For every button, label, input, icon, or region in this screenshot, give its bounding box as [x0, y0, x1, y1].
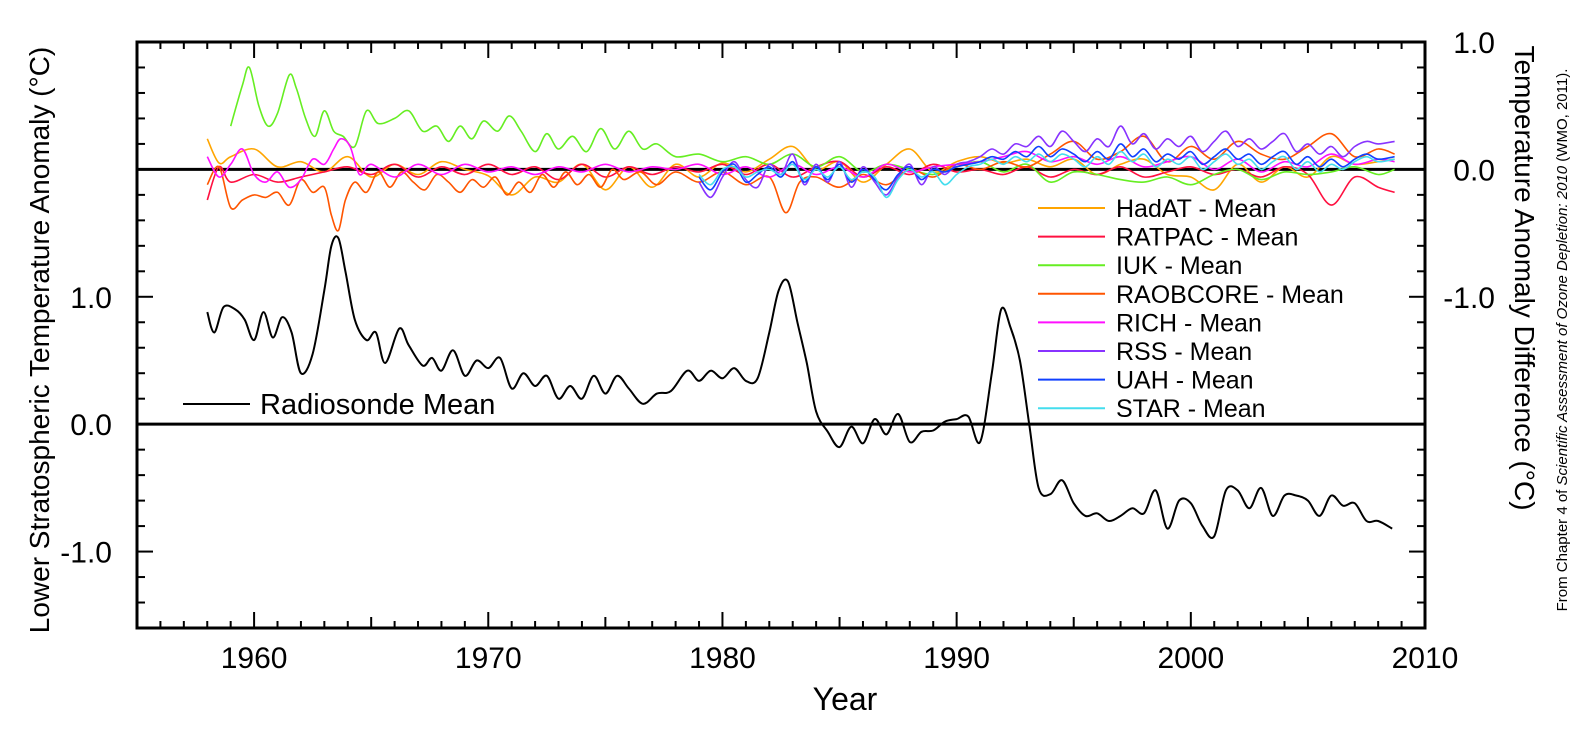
legend-label-star: STAR - Mean: [1116, 395, 1266, 423]
credit-prefix: From Chapter 4 of: [1554, 485, 1571, 611]
y-axis-right-label: Temperature Anomaly Difference (°C): [1509, 45, 1540, 510]
x-tick-label: 2000: [1157, 642, 1224, 675]
y-axis-left-label: Lower Stratospheric Temperature Anomaly …: [24, 47, 55, 633]
series-line-ratpac: [206, 160, 1395, 206]
legend-radiosonde-label: Radiosonde Mean: [260, 389, 495, 421]
series-line-rss: [698, 125, 1395, 199]
x-tick-label: 2010: [1392, 642, 1459, 675]
series-line-rich: [206, 137, 1395, 189]
legend-label-uah: UAH - Mean: [1116, 367, 1254, 395]
radiosonde-series-line: [206, 235, 1393, 539]
x-tick-label: 1990: [923, 642, 990, 675]
series-line-radiosonde-mean: [206, 235, 1393, 539]
plot-area: [135, 40, 1427, 630]
y-left-tick-label: -1.0: [60, 537, 112, 570]
series-line-hadat: [206, 138, 1395, 196]
y-right-tick-label: 0.0: [1453, 154, 1495, 187]
credit-title: Scientific Assessment of Ozone Depletion…: [1554, 165, 1571, 485]
plot-frame: [135, 40, 1427, 630]
y-right-tick-label: 1.0: [1453, 27, 1495, 60]
credit-suffix: (WMO, 2011).: [1554, 69, 1571, 166]
y-left-tick-label: 1.0: [70, 282, 112, 315]
legend-radiosonde: Radiosonde Mean: [183, 389, 495, 421]
y-left-tick-label: 0.0: [70, 409, 112, 442]
zero-lines: [137, 167, 1425, 426]
axis-ticks: [136, 42, 1426, 629]
series-line-uah: [698, 143, 1395, 191]
y-right-tick-label: -1.0: [1443, 282, 1495, 315]
x-tick-label: 1970: [455, 642, 522, 675]
legend-label-hadat: HadAT - Mean: [1116, 195, 1276, 223]
x-axis-label: Year: [813, 681, 878, 717]
difference-series-lines: [206, 66, 1395, 232]
series-line-iuk: [229, 66, 1395, 186]
x-tick-label: 1960: [221, 642, 288, 675]
legend-label-ratpac: RATPAC - Mean: [1116, 224, 1298, 252]
tick-labels: 1960 1970 1980 1990 2000 2010 1.0 0.0 -1.0 1.0 0.0…: [60, 27, 1495, 675]
legend-label-rss: RSS - Mean: [1116, 338, 1252, 366]
source-credit: From Chapter 4 of Scientific Assessment …: [1554, 69, 1571, 612]
x-tick-label: 1980: [689, 642, 756, 675]
legend-label-raobcore: RAOBCORE - Mean: [1116, 281, 1344, 309]
series-line-star: [698, 150, 1395, 199]
legend-label-iuk: IUK - Mean: [1116, 252, 1242, 280]
legend-label-rich: RICH - Mean: [1116, 309, 1262, 337]
